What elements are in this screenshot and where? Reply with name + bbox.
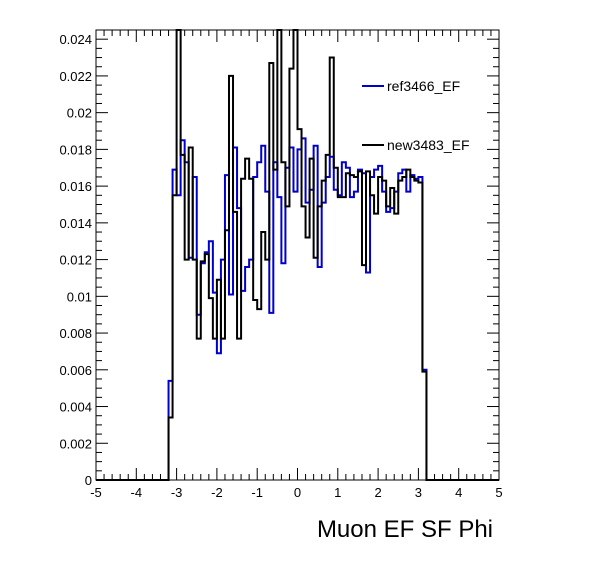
x-tick-label: -4 xyxy=(131,485,143,500)
x-tick-label: -3 xyxy=(171,485,183,500)
y-tick-label: 0.02 xyxy=(67,106,92,121)
series-line-ref3466_EF xyxy=(96,137,499,481)
x-tick-label: 5 xyxy=(495,485,502,500)
legend-label: new3483_EF xyxy=(387,137,470,153)
y-tick-label: 0.014 xyxy=(59,216,92,231)
x-axis-title: Muon EF SF Phi xyxy=(317,516,493,543)
y-tick-label: 0 xyxy=(85,473,92,488)
x-tick-label: 1 xyxy=(334,485,341,500)
series-line-new3483_EF xyxy=(96,29,499,481)
legend: ref3466_EF new3483_EF xyxy=(362,78,470,153)
x-tick-labels: -5 -4 -3 -2 -1 0 1 2 3 4 5 xyxy=(90,485,502,500)
y-tick-label: 0.002 xyxy=(59,436,92,451)
x-tick-label: -2 xyxy=(211,485,223,500)
y-tick-label: 0.016 xyxy=(59,179,92,194)
y-tick-labels: 0 0.002 0.004 0.006 0.008 0.01 0.012 0.014 0.016… xyxy=(59,32,92,488)
series-layer xyxy=(96,29,499,481)
y-tick-label: 0.022 xyxy=(59,69,92,84)
y-tick-label: 0.024 xyxy=(59,32,92,47)
x-tick-label: -1 xyxy=(251,485,263,500)
y-tick-label: 0.018 xyxy=(59,142,92,157)
x-tick-label: -5 xyxy=(90,485,102,500)
x-tick-label: 0 xyxy=(294,485,301,500)
y-tick-label: 0.004 xyxy=(59,400,92,415)
y-tick-label: 0.006 xyxy=(59,363,92,378)
x-tick-label: 3 xyxy=(415,485,422,500)
y-tick-label: 0.008 xyxy=(59,326,92,341)
x-tick-label: 4 xyxy=(455,485,462,500)
x-tick-label: 2 xyxy=(374,485,381,500)
y-tick-label: 0.01 xyxy=(67,289,92,304)
y-tick-label: 0.012 xyxy=(59,253,92,268)
legend-label: ref3466_EF xyxy=(387,78,460,94)
